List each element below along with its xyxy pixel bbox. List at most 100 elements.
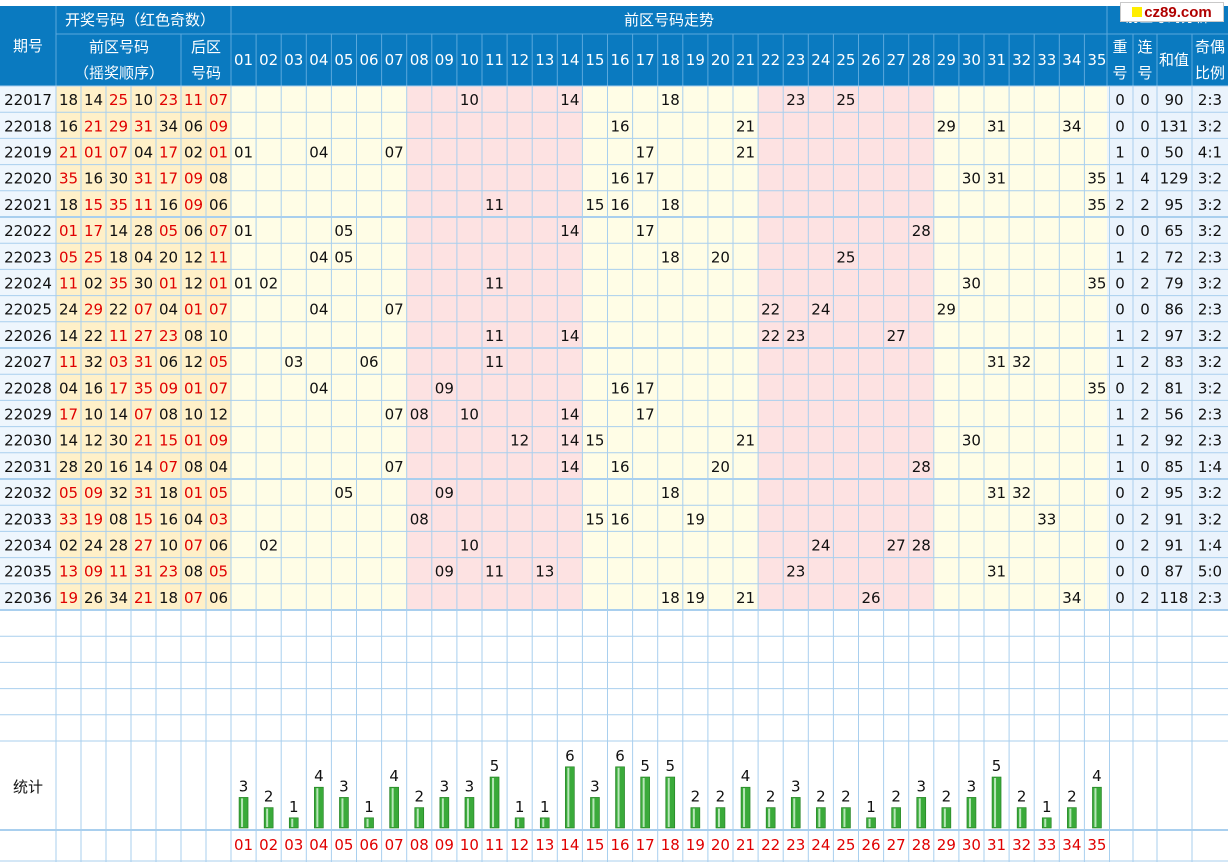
trend-mark: 19 [686, 510, 705, 528]
frequency-bar [364, 817, 374, 829]
front-number-cell: 02 [84, 275, 103, 293]
front-number-cell: 05 [59, 484, 78, 502]
back-number-cell: 08 [209, 170, 228, 188]
ratio-cell: 3:2 [1198, 484, 1222, 502]
frequency-bar-highlight [943, 808, 946, 827]
trend-mark: 02 [259, 275, 278, 293]
bottom-column-label: 33 [1037, 836, 1056, 854]
trend-mark: 16 [611, 196, 630, 214]
frequency-label: 4 [314, 767, 324, 785]
frequency-bar [966, 797, 977, 829]
trend-mark: 09 [435, 563, 454, 581]
trend-mark: 31 [987, 484, 1006, 502]
frequency-label: 2 [841, 788, 851, 806]
back-header-line1: 后区 [191, 38, 221, 56]
frequency-bar-highlight [266, 808, 269, 827]
front-number-cell: 01 [159, 275, 178, 293]
frequency-label: 3 [590, 777, 600, 795]
frequency-label: 1 [515, 798, 525, 816]
back-number-cell: 06 [184, 222, 203, 240]
back-number-cell: 09 [184, 196, 203, 214]
back-number-cell: 11 [184, 91, 203, 109]
trend-mark: 13 [535, 563, 554, 581]
ratio-cell: 3:2 [1198, 275, 1222, 293]
frequency-label: 5 [992, 757, 1002, 775]
trend-column-label: 35 [1087, 51, 1106, 69]
ratio-cell: 3:2 [1198, 196, 1222, 214]
front-number-cell: 24 [59, 301, 78, 319]
front-number-cell: 04 [134, 248, 153, 266]
front-number-cell: 23 [159, 563, 178, 581]
period-cell: 22020 [4, 170, 52, 188]
front-number-cell: 18 [59, 91, 78, 109]
frequency-bar [339, 797, 349, 829]
front-number-cell: 27 [134, 327, 153, 345]
back-number-cell: 05 [209, 563, 228, 581]
period-cell: 22034 [4, 537, 52, 555]
trend-mark: 14 [560, 406, 579, 424]
trend-mark: 08 [410, 510, 429, 528]
sum-cell: 91 [1164, 510, 1183, 528]
trend-column-label: 12 [510, 51, 529, 69]
trend-mark: 11 [485, 327, 504, 345]
frequency-label: 2 [716, 788, 726, 806]
back-number-cell: 07 [209, 222, 228, 240]
front-number-cell: 18 [109, 248, 128, 266]
trend-column-label: 25 [836, 51, 855, 69]
frequency-bar [590, 797, 600, 829]
consecutive-cell: 2 [1140, 510, 1150, 528]
consecutive-cell: 2 [1140, 327, 1150, 345]
consecutive-cell: 2 [1140, 196, 1150, 214]
frequency-label: 2 [766, 788, 776, 806]
consecutive-cell: 2 [1140, 353, 1150, 371]
trend-mark: 23 [786, 563, 805, 581]
trend-mark: 17 [636, 379, 655, 397]
bottom-column-label: 27 [887, 836, 906, 854]
sum-cell: 86 [1164, 301, 1183, 319]
front-number-cell: 23 [159, 327, 178, 345]
frequency-bar [891, 807, 901, 829]
front-number-cell: 25 [84, 248, 103, 266]
trend-column-label: 01 [234, 51, 253, 69]
trend-mark: 24 [811, 301, 830, 319]
frequency-label: 3 [791, 777, 801, 795]
frequency-bar [841, 807, 851, 829]
trend-mark: 18 [661, 589, 680, 607]
back-number-cell: 10 [184, 406, 203, 424]
front-number-cell: 29 [84, 301, 103, 319]
repeat-cell: 2 [1115, 196, 1125, 214]
frequency-bar [740, 786, 751, 829]
frequency-label: 3 [339, 777, 349, 795]
trend-mark: 31 [987, 117, 1006, 135]
sum-cell: 91 [1164, 537, 1183, 555]
frequency-bar-highlight [341, 798, 344, 827]
repeat-cell: 1 [1115, 144, 1125, 162]
front-number-cell: 16 [159, 196, 178, 214]
repeat-cell: 1 [1115, 248, 1125, 266]
front-number-cell: 35 [134, 379, 153, 397]
period-cell: 22019 [4, 144, 52, 162]
back-number-cell: 12 [184, 248, 203, 266]
frequency-label: 3 [967, 777, 977, 795]
ratio-header-line2: 比例 [1195, 64, 1225, 82]
trend-mark: 20 [711, 248, 730, 266]
trend-mark: 15 [585, 196, 604, 214]
trend-column-label: 17 [636, 51, 655, 69]
trend-mark: 35 [1087, 275, 1106, 293]
bottom-column-label: 20 [711, 836, 730, 854]
front-number-cell: 07 [109, 144, 128, 162]
back-number-cell: 07 [209, 379, 228, 397]
frequency-label: 3 [440, 777, 450, 795]
back-number-cell: 07 [184, 537, 203, 555]
frequency-label: 6 [615, 747, 625, 765]
back-number-cell: 12 [184, 275, 203, 293]
trend-mark: 15 [585, 510, 604, 528]
period-cell: 22027 [4, 353, 52, 371]
back-number-cell: 09 [209, 117, 228, 135]
trend-mark: 32 [1012, 484, 1031, 502]
sum-cell: 97 [1164, 327, 1183, 345]
trend-column-label: 05 [334, 51, 353, 69]
bottom-column-label: 08 [410, 836, 429, 854]
front-number-cell: 31 [134, 353, 153, 371]
